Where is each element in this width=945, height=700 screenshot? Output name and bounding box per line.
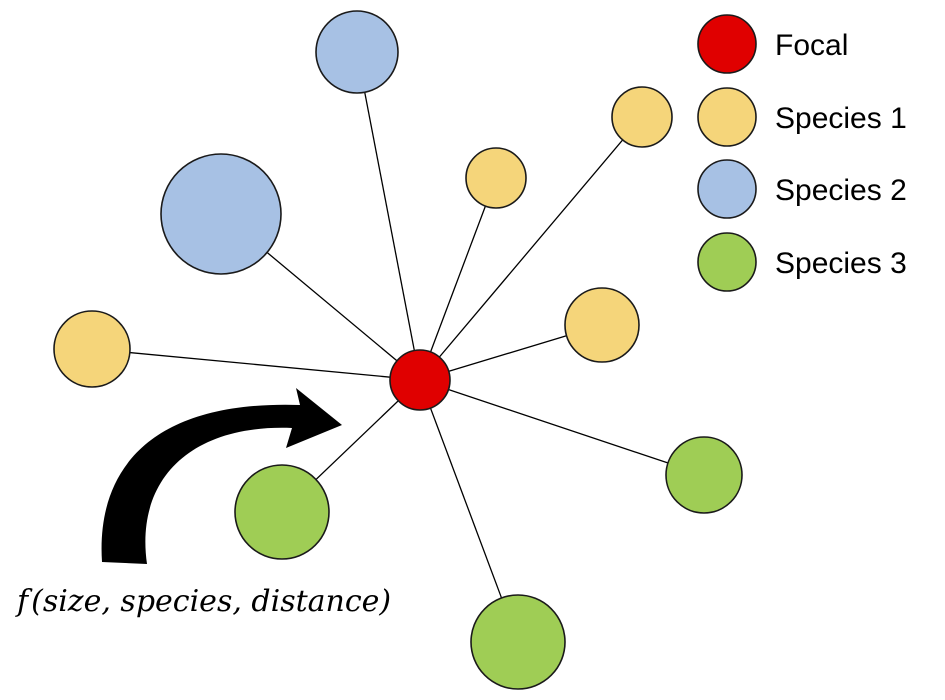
formula-args: (size, species, distance) bbox=[31, 584, 391, 619]
edges bbox=[91, 51, 705, 643]
formula-text: f (size, species, distance) bbox=[15, 584, 391, 619]
legend-species-1-label: Species 1 bbox=[775, 102, 907, 135]
species-3-node-bottom bbox=[470, 594, 566, 690]
edge-right-green bbox=[419, 379, 705, 476]
legend-species-2-swatch bbox=[697, 159, 757, 219]
curved-arrow-icon bbox=[101, 388, 342, 564]
legend-focal-swatch bbox=[697, 14, 757, 74]
legend-species-2-label: Species 2 bbox=[775, 174, 907, 207]
edge-top-blue bbox=[356, 51, 421, 381]
legend-focal-label: Focal bbox=[775, 29, 848, 62]
species-3-node-left bbox=[234, 464, 330, 560]
legend-species-3-swatch bbox=[697, 232, 757, 292]
focal-node bbox=[389, 349, 451, 411]
species-1-node-top-right bbox=[611, 86, 673, 148]
edge-top-right-yellow bbox=[419, 116, 643, 381]
species-1-node-left bbox=[53, 310, 131, 388]
species-1-node-right bbox=[564, 287, 640, 363]
legend: Focal Species 1 Species 2 Species 3 bbox=[697, 14, 907, 292]
species-3-node-right bbox=[665, 436, 743, 514]
edge-small-yellow bbox=[419, 177, 497, 381]
legend-species-3-label: Species 3 bbox=[775, 247, 907, 280]
edge-left-yellow bbox=[91, 348, 421, 381]
species-2-node-top bbox=[315, 10, 399, 94]
legend-species-1-swatch bbox=[697, 87, 757, 147]
species-1-node-small bbox=[465, 147, 527, 209]
species-2-node-large bbox=[160, 153, 282, 275]
nodes bbox=[53, 10, 743, 690]
